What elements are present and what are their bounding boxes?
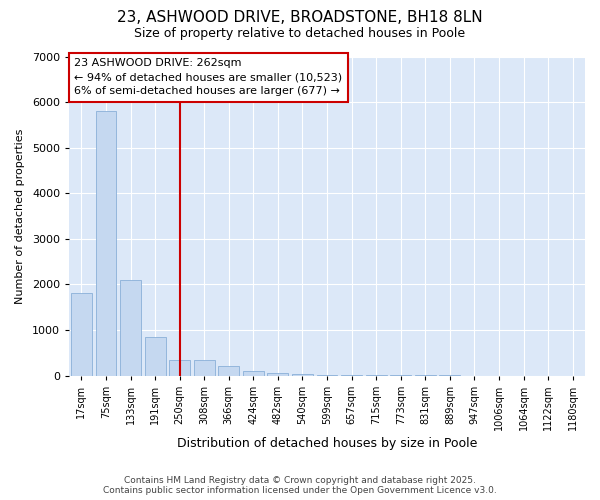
Bar — [71, 294, 92, 376]
Bar — [292, 374, 313, 376]
Bar — [268, 373, 289, 376]
Bar — [317, 375, 337, 376]
Bar — [243, 371, 264, 376]
Bar — [120, 280, 141, 376]
Text: 23, ASHWOOD DRIVE, BROADSTONE, BH18 8LN: 23, ASHWOOD DRIVE, BROADSTONE, BH18 8LN — [117, 10, 483, 25]
Bar — [194, 360, 215, 376]
X-axis label: Distribution of detached houses by size in Poole: Distribution of detached houses by size … — [177, 437, 477, 450]
Y-axis label: Number of detached properties: Number of detached properties — [15, 128, 25, 304]
Text: 23 ASHWOOD DRIVE: 262sqm
← 94% of detached houses are smaller (10,523)
6% of sem: 23 ASHWOOD DRIVE: 262sqm ← 94% of detach… — [74, 58, 343, 96]
Bar — [95, 111, 116, 376]
Bar — [145, 337, 166, 376]
Text: Size of property relative to detached houses in Poole: Size of property relative to detached ho… — [134, 28, 466, 40]
Bar — [169, 360, 190, 376]
Bar — [218, 366, 239, 376]
Text: Contains HM Land Registry data © Crown copyright and database right 2025.
Contai: Contains HM Land Registry data © Crown c… — [103, 476, 497, 495]
